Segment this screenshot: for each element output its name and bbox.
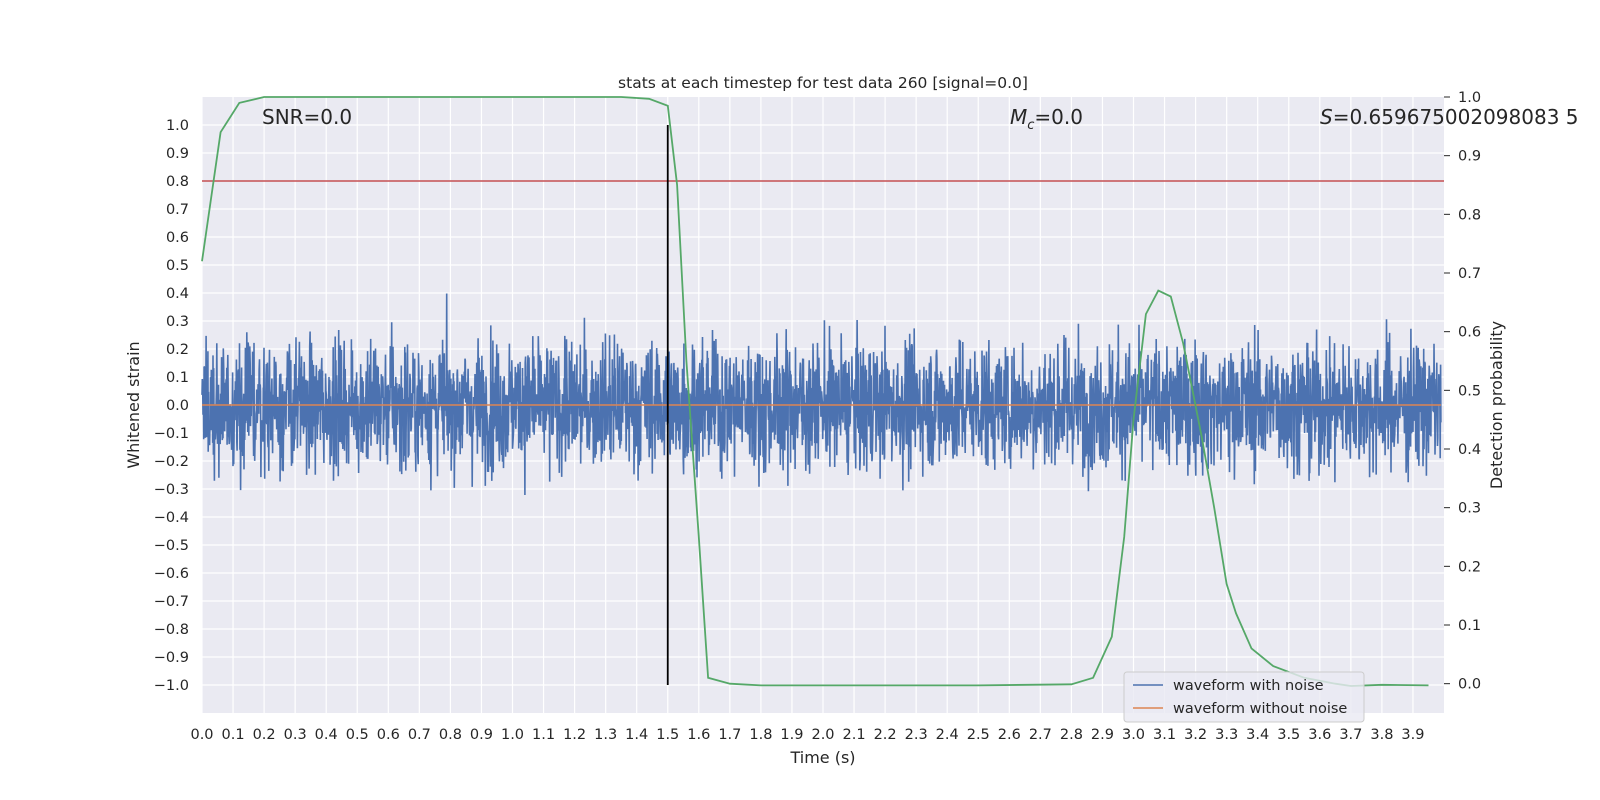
- y-tick-label: 0.1: [166, 370, 189, 386]
- detection-probability-series: [201, 96, 1429, 687]
- x-tick-label: 1.2: [563, 727, 586, 743]
- y2-tick-label: 0.2: [1458, 559, 1481, 575]
- y2-tick-label: 0.9: [1458, 149, 1481, 165]
- chart-title: stats at each timestep for test data 260…: [618, 74, 1028, 92]
- x-tick-label: 3.3: [1215, 727, 1238, 743]
- x-tick-label: 1.8: [749, 727, 772, 743]
- y-tick-label: 0.9: [166, 146, 189, 162]
- x-tick-label: 3.9: [1401, 727, 1424, 743]
- x-tick-label: 0.2: [253, 727, 276, 743]
- x-tick-label: 3.6: [1308, 727, 1331, 743]
- y-tick-label: 0.5: [166, 258, 189, 274]
- x-tick-label: 1.0: [501, 727, 524, 743]
- x-tick-label: 0.3: [284, 727, 307, 743]
- x-tick-label: 2.6: [998, 727, 1021, 743]
- legend: waveform with noise waveform without noi…: [1123, 671, 1365, 723]
- chirp-mass-symbol: M: [1010, 105, 1027, 129]
- y2-tick-label: 0.6: [1458, 325, 1481, 341]
- y2-axis-ticks: 1.0 0.9 0.8 0.7 0.6 0.5 0.4 0.3 0.2 0.1 0.0: [1444, 90, 1481, 693]
- x-tick-label: 0.5: [346, 727, 369, 743]
- x-tick-label: 2.1: [843, 727, 866, 743]
- y-tick-label: 0.8: [166, 174, 189, 190]
- y-tick-label: 0.7: [166, 202, 189, 218]
- x-tick-label: 3.5: [1277, 727, 1300, 743]
- y-tick-label: 0.2: [166, 342, 189, 358]
- x-tick-label: 1.7: [718, 727, 741, 743]
- y2-tick-label: 0.5: [1458, 383, 1481, 399]
- x-tick-label: 1.9: [780, 727, 803, 743]
- y2-tick-label: 0.8: [1458, 207, 1481, 223]
- x-tick-label: 1.5: [656, 727, 679, 743]
- y-tick-label: −0.1: [154, 426, 189, 442]
- y-tick-label: −0.5: [154, 538, 189, 554]
- y-tick-label: 0.4: [166, 286, 189, 302]
- chirp-mass-subscript: c: [1027, 118, 1034, 133]
- x-tick-label: 3.4: [1246, 727, 1269, 743]
- y2-axis-label: Detection probability: [1487, 321, 1506, 489]
- y2-tick-label: 0.0: [1458, 677, 1481, 693]
- y2-tick-label: 0.7: [1458, 266, 1481, 282]
- x-tick-label: 1.3: [594, 727, 617, 743]
- y-tick-label: −0.6: [154, 566, 189, 582]
- y2-tick-label: 1.0: [1458, 90, 1481, 106]
- x-tick-label: 2.5: [967, 727, 990, 743]
- y-tick-label: 0.0: [166, 398, 189, 414]
- y-tick-label: −0.7: [154, 594, 189, 610]
- y2-tick-label: 0.3: [1458, 501, 1481, 517]
- y-tick-label: −0.2: [154, 454, 189, 470]
- y-axis-ticks: 1.0 0.9 0.8 0.7 0.6 0.5 0.4 0.3 0.2 0.1 0.0 −0.1 −0.…: [154, 118, 189, 694]
- y-tick-label: −1.0: [154, 678, 189, 694]
- y2-tick-label: 0.1: [1458, 618, 1481, 634]
- y-tick-label: −0.3: [154, 482, 189, 498]
- y2-tick-label: 0.4: [1458, 442, 1481, 458]
- x-tick-label: 2.7: [1029, 727, 1052, 743]
- x-tick-label: 2.0: [811, 727, 834, 743]
- y-axis-label: Whitened strain: [124, 341, 143, 468]
- y-tick-label: −0.4: [154, 510, 189, 526]
- x-tick-label: 0.7: [408, 727, 431, 743]
- x-tick-label: 0.9: [470, 727, 493, 743]
- x-tick-label: 2.4: [936, 727, 959, 743]
- chirp-mass-annotation: Mc=0.0: [1010, 105, 1083, 133]
- legend-label-clean: waveform without noise: [1173, 701, 1347, 717]
- x-tick-label: 0.1: [222, 727, 245, 743]
- x-tick-label: 0.4: [315, 727, 338, 743]
- x-tick-label: 1.1: [532, 727, 555, 743]
- detection-probability-line: [201, 96, 1429, 687]
- y-tick-label: −0.8: [154, 622, 189, 638]
- score-annotation: S=0.659675002098083 5: [1320, 105, 1579, 129]
- x-tick-label: 0.6: [377, 727, 400, 743]
- y-tick-label: 1.0: [166, 118, 189, 134]
- x-tick-label: 0.0: [190, 727, 213, 743]
- score-symbol: S: [1320, 105, 1333, 129]
- x-tick-label: 3.0: [1122, 727, 1145, 743]
- noise-waveform-line: [201, 293, 1442, 496]
- x-tick-label: 3.8: [1370, 727, 1393, 743]
- x-tick-label: 2.2: [874, 727, 897, 743]
- x-axis-label: Time (s): [789, 748, 855, 767]
- score-value: =0.659675002098083 5: [1333, 105, 1579, 129]
- x-tick-label: 2.3: [905, 727, 928, 743]
- x-tick-label: 3.1: [1153, 727, 1176, 743]
- noise-waveform-series: [201, 293, 1442, 496]
- x-tick-label: 1.4: [625, 727, 648, 743]
- x-tick-label: 2.9: [1091, 727, 1114, 743]
- snr-annotation: SNR=0.0: [262, 105, 352, 129]
- y-tick-label: 0.3: [166, 314, 189, 330]
- legend-label-noise: waveform with noise: [1173, 678, 1324, 694]
- y-tick-label: 0.6: [166, 230, 189, 246]
- legend-box: [1123, 671, 1365, 723]
- x-tick-label: 3.7: [1339, 727, 1362, 743]
- x-axis-ticks: 0.0 0.1 0.2 0.3 0.4 0.5 0.6 0.7 0.8 0.9 1.0 1.1 1.2 1…: [190, 727, 1424, 743]
- x-tick-label: 1.6: [687, 727, 710, 743]
- x-tick-label: 2.8: [1060, 727, 1083, 743]
- chirp-mass-value: =0.0: [1034, 105, 1083, 129]
- x-tick-label: 0.8: [439, 727, 462, 743]
- x-tick-label: 3.2: [1184, 727, 1207, 743]
- y-tick-label: −0.9: [154, 650, 189, 666]
